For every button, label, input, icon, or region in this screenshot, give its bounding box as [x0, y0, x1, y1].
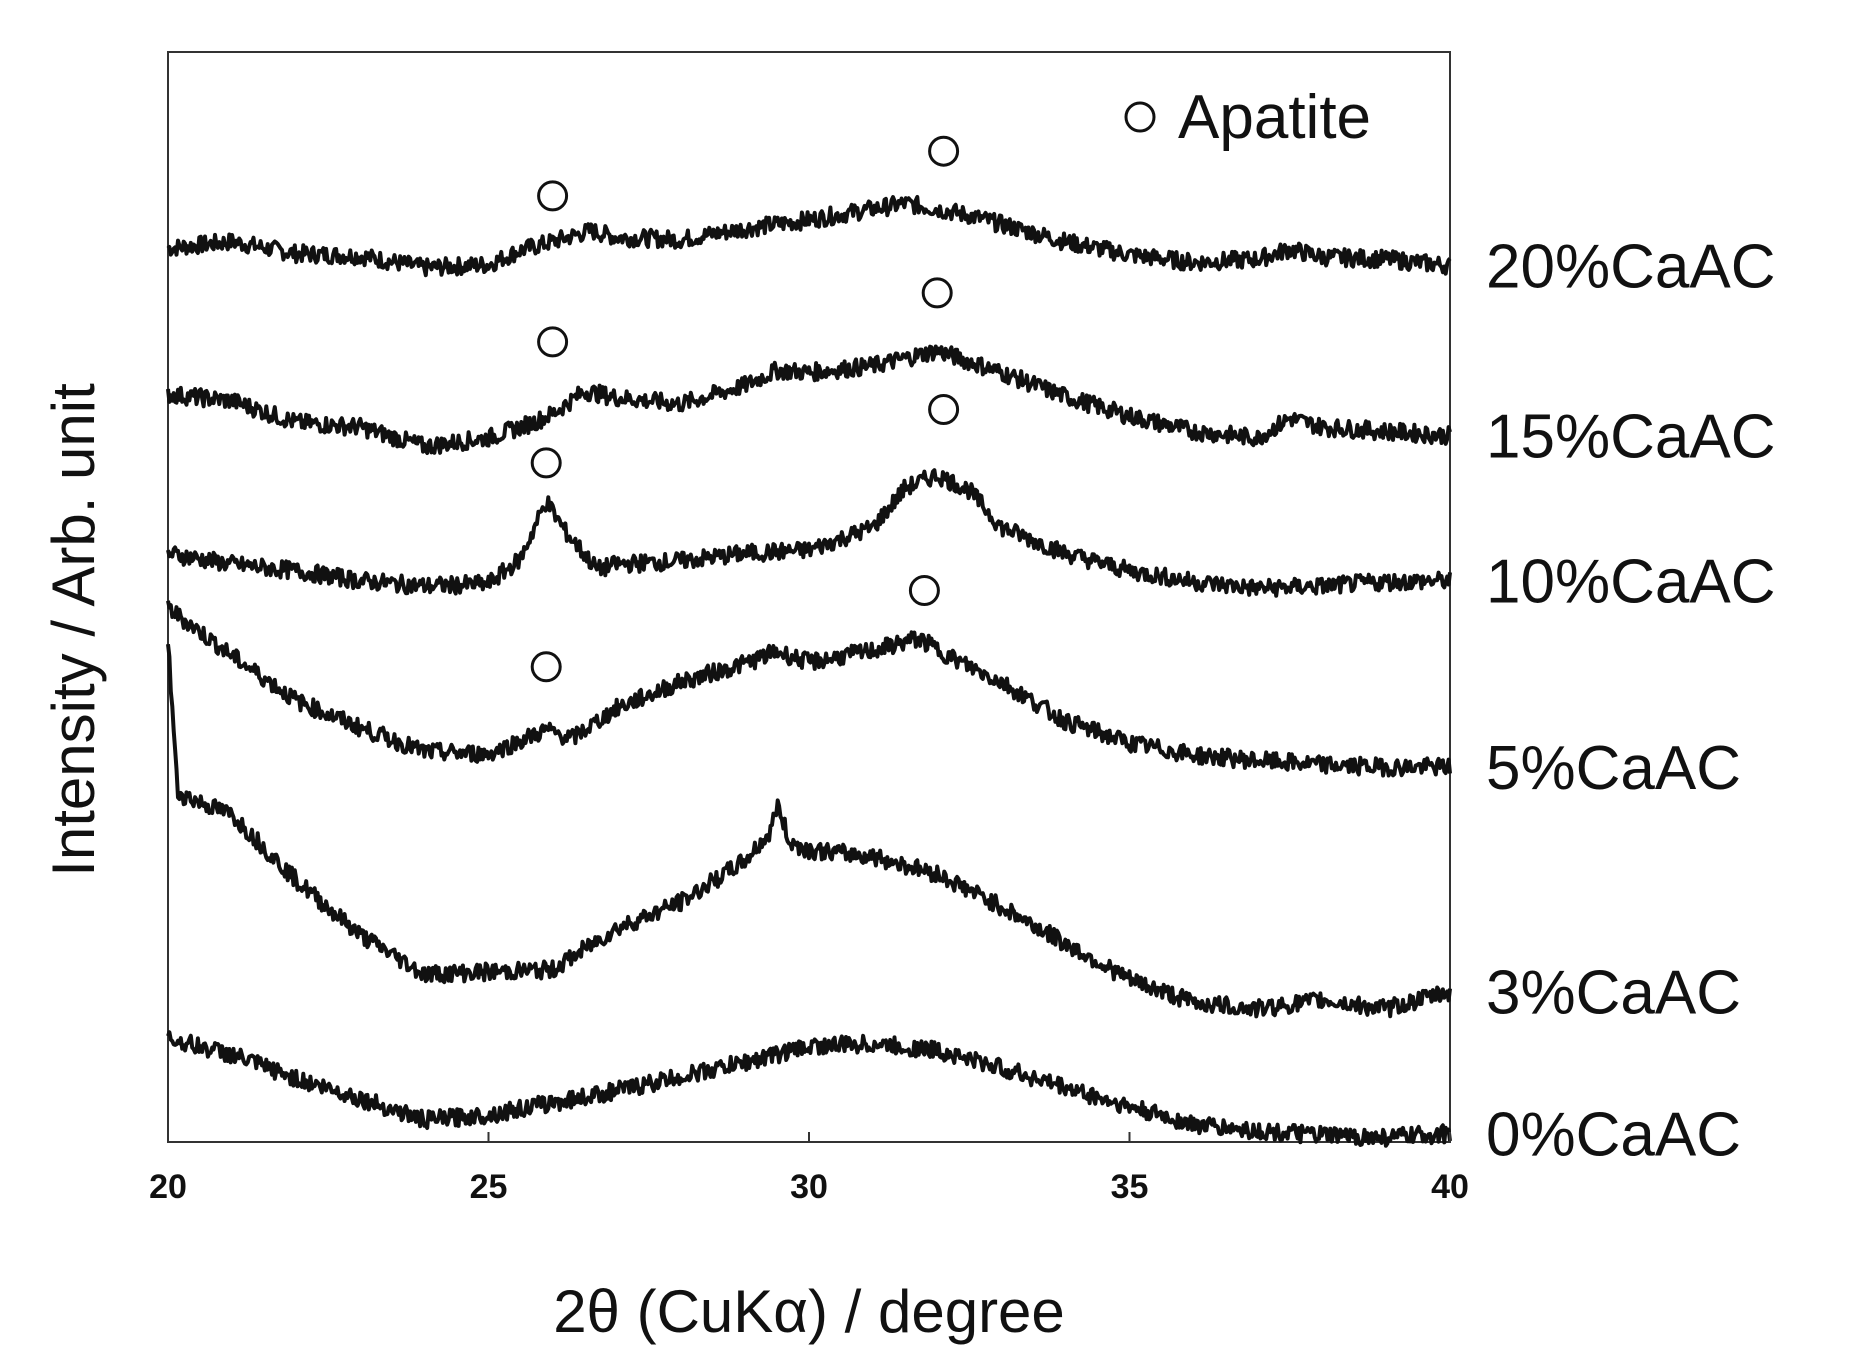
x-axis-title: 2θ (CuKα) / degree — [553, 1278, 1065, 1345]
series-label-5%CaAC: 5%CaAC — [1486, 734, 1741, 803]
x-tick-label: 25 — [470, 1168, 508, 1206]
series-label-0%CaAC: 0%CaAC — [1486, 1100, 1741, 1169]
apatite-marker-icon — [537, 326, 569, 358]
legend: Apatite — [1124, 83, 1371, 152]
x-tick-label: 30 — [790, 1168, 828, 1206]
series-line-3%CaAC — [166, 643, 1452, 1019]
x-tick-group: 20 25 30 35 40 — [149, 1132, 1469, 1206]
series-line-10%CaAC — [166, 468, 1452, 598]
apatite-marker-icon — [921, 277, 953, 309]
apatite-marker-icon — [530, 447, 562, 479]
apatite-marker-icon — [908, 575, 940, 606]
apatite-marker-icon — [928, 135, 960, 167]
series-line-0%CaAC — [166, 1030, 1452, 1148]
apatite-marker-icon — [928, 394, 960, 425]
x-tick-label: 20 — [149, 1168, 187, 1206]
series-label-20%CaAC: 20%CaAC — [1486, 233, 1775, 302]
legend-marker-icon — [1124, 101, 1156, 133]
series-group — [166, 195, 1452, 1148]
x-tick-label: 35 — [1111, 1168, 1149, 1206]
x-tick-label: 40 — [1431, 1168, 1469, 1206]
legend-label: Apatite — [1178, 83, 1371, 152]
apatite-marker-icon — [537, 180, 569, 212]
apatite-marker-icon — [530, 651, 562, 683]
series-line-20%CaAC — [166, 195, 1452, 278]
y-axis-title: Intensity / Arb. unit — [40, 383, 107, 877]
series-label-10%CaAC: 10%CaAC — [1486, 548, 1775, 617]
apatite-marker-group — [530, 135, 960, 683]
series-line-5%CaAC — [166, 600, 1452, 778]
series-label-group: 20%CaAC 15%CaAC 10%CaAC 5%CaAC 3%CaAC 0%CaAC — [1486, 233, 1775, 1170]
series-line-15%CaAC — [166, 344, 1452, 455]
series-label-15%CaAC: 15%CaAC — [1486, 403, 1775, 472]
series-label-3%CaAC: 3%CaAC — [1486, 959, 1741, 1028]
